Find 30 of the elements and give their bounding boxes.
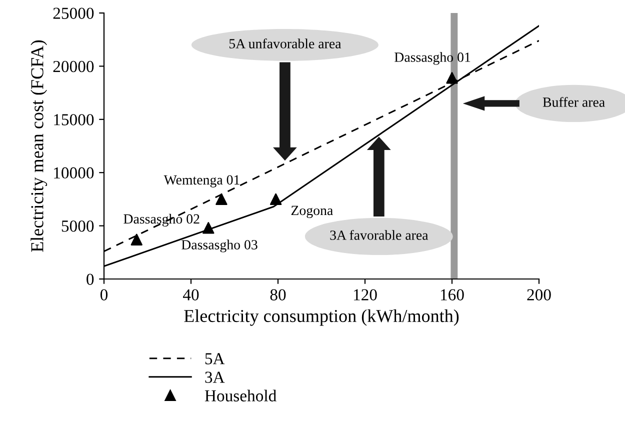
annotation: 5A unfavorable area: [229, 38, 342, 48]
x-tick-label: 160: [440, 289, 464, 300]
x-tick-label: 40: [182, 289, 199, 300]
y-tick-label: 20000: [53, 60, 94, 72]
x-axis-title: Electricity consumption (kWh/month): [184, 309, 459, 326]
x-tick-label: 120: [354, 289, 377, 300]
point: [270, 193, 282, 206]
x-tick-label: 200: [527, 289, 551, 300]
annotation: Wemtenga 01: [164, 175, 240, 188]
text: Buffer area: [542, 97, 605, 107]
legend-label: Household: [204, 390, 276, 402]
point: [446, 72, 458, 84]
y-tick-label: 0: [86, 274, 94, 285]
annotation: 3A favorable area: [330, 230, 428, 240]
point: [202, 222, 214, 234]
legend-label: 3A: [205, 372, 225, 383]
annotation: Dassasgho 01: [394, 52, 470, 65]
annotation: Dassasgho 03: [182, 240, 258, 252]
legend-label: 5A: [205, 353, 225, 364]
y-axis-title: Electricity mean cost (FCFA): [30, 40, 48, 252]
annotation: Dassasgho 02: [124, 214, 200, 227]
x-tick-label: 80: [270, 289, 286, 300]
y-tick-label: 5000: [62, 220, 94, 232]
point: [216, 193, 228, 206]
y-tick-label: 15000: [54, 114, 94, 126]
annotation: Zogona: [291, 206, 333, 218]
y-tick-label: 10000: [54, 167, 94, 179]
point: [130, 234, 142, 246]
x-tick-label: 0: [100, 289, 108, 300]
y-tick-label: 25000: [53, 8, 94, 19]
